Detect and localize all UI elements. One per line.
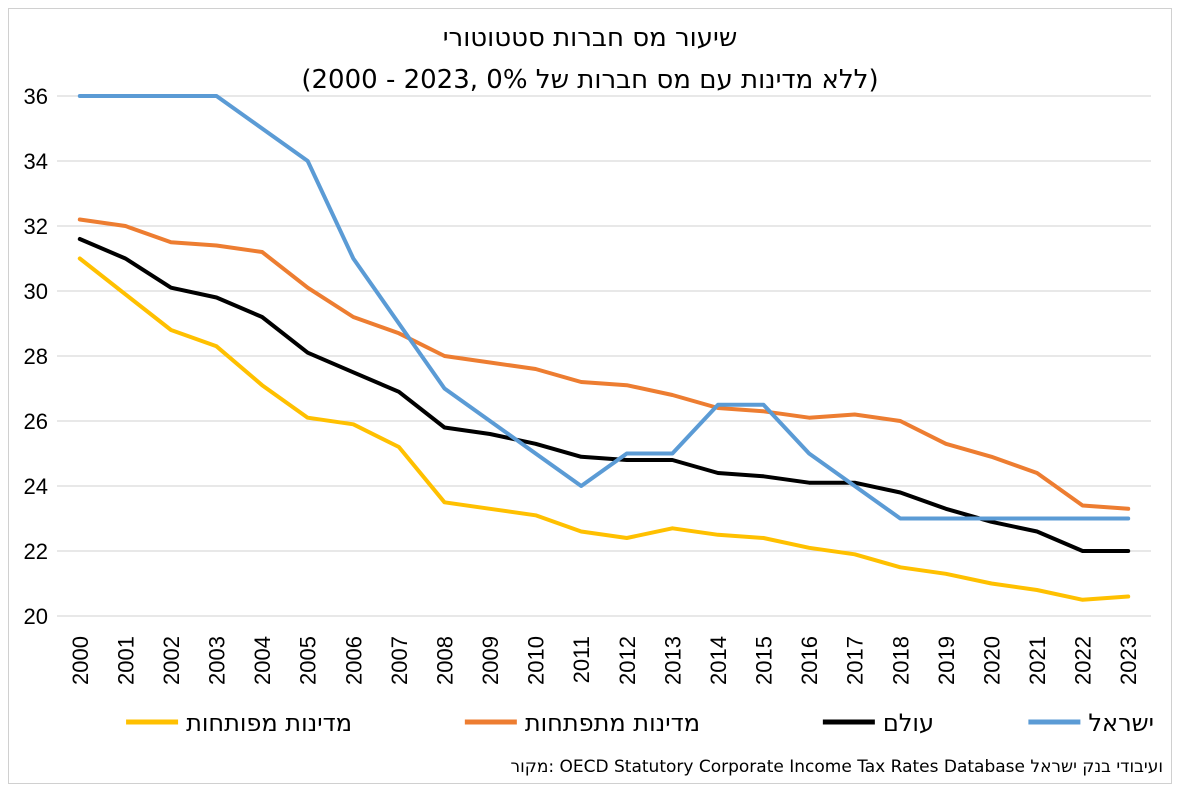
y-tick-label: 22 (24, 539, 48, 564)
legend-label: ישראל (1088, 709, 1154, 737)
y-tick-label: 32 (24, 214, 48, 239)
x-tick-label: 2005 (296, 636, 321, 685)
legend-item: ישראל (1028, 709, 1154, 737)
x-tick-label: 2014 (706, 636, 731, 685)
y-tick-label: 26 (24, 409, 48, 434)
x-tick-label: 2001 (113, 636, 138, 685)
x-tick-label: 2008 (432, 636, 457, 685)
x-tick-label: 2022 (1071, 636, 1096, 685)
y-tick-label: 24 (24, 474, 48, 499)
series-lines (77, 94, 1131, 602)
x-axis: 2000 2001 2002 2003 2004 2005 2006 2007 2008 2009… (68, 636, 1141, 685)
x-tick-label: 2013 (660, 636, 685, 685)
legend-item: מדינות מתפתחות (464, 709, 700, 737)
y-tick-label: 28 (24, 344, 48, 369)
legend-label: עולם (883, 709, 934, 737)
y-axis: 20 22 24 26 28 30 32 34 36 (24, 84, 48, 629)
legend-label: מדינות מפותחות (186, 709, 352, 737)
legend: מדינות מפותחות מדינות מתפתחות עולם ישראל (126, 709, 1154, 737)
series-line (77, 217, 1131, 511)
series-line (77, 94, 1131, 521)
chart-frame (8, 8, 1172, 784)
legend-item: מדינות מפותחות (126, 709, 352, 737)
x-tick-label: 2003 (205, 636, 230, 685)
x-tick-label: 2007 (387, 636, 412, 685)
source-note: מקור: OECD Statutory Corporate Income Ta… (511, 757, 1163, 777)
chart-title: שיעור מס חברות סטטוטורי (443, 23, 738, 53)
series-line (77, 256, 1131, 602)
y-tick-label: 34 (24, 149, 48, 174)
x-tick-label: 2012 (615, 636, 640, 685)
x-tick-label: 2023 (1116, 636, 1141, 685)
x-tick-label: 2004 (250, 636, 275, 685)
x-tick-label: 2000 (68, 636, 93, 685)
series-line (77, 237, 1131, 553)
x-tick-label: 2016 (797, 636, 822, 685)
x-tick-label: 2010 (524, 636, 549, 685)
x-tick-label: 2002 (159, 636, 184, 685)
x-tick-label: 2018 (888, 636, 913, 685)
x-tick-label: 2009 (478, 636, 503, 685)
x-tick-label: 2011 (569, 636, 594, 683)
gridlines (57, 95, 1151, 617)
legend-item: עולם (822, 709, 934, 737)
chart-subtitle: (2000 - 2023, ללא מדינות עם מס חברות של … (301, 65, 878, 95)
y-tick-label: 36 (24, 84, 48, 109)
x-tick-label: 2006 (341, 636, 366, 685)
x-tick-label: 2015 (752, 636, 777, 685)
x-tick-label: 2021 (1025, 636, 1050, 685)
y-tick-label: 20 (24, 604, 48, 629)
x-tick-label: 2017 (843, 636, 868, 685)
x-tick-label: 2020 (979, 636, 1004, 685)
x-tick-label: 2019 (934, 636, 959, 685)
y-tick-label: 30 (24, 279, 48, 304)
legend-label: מדינות מתפתחות (525, 709, 700, 737)
